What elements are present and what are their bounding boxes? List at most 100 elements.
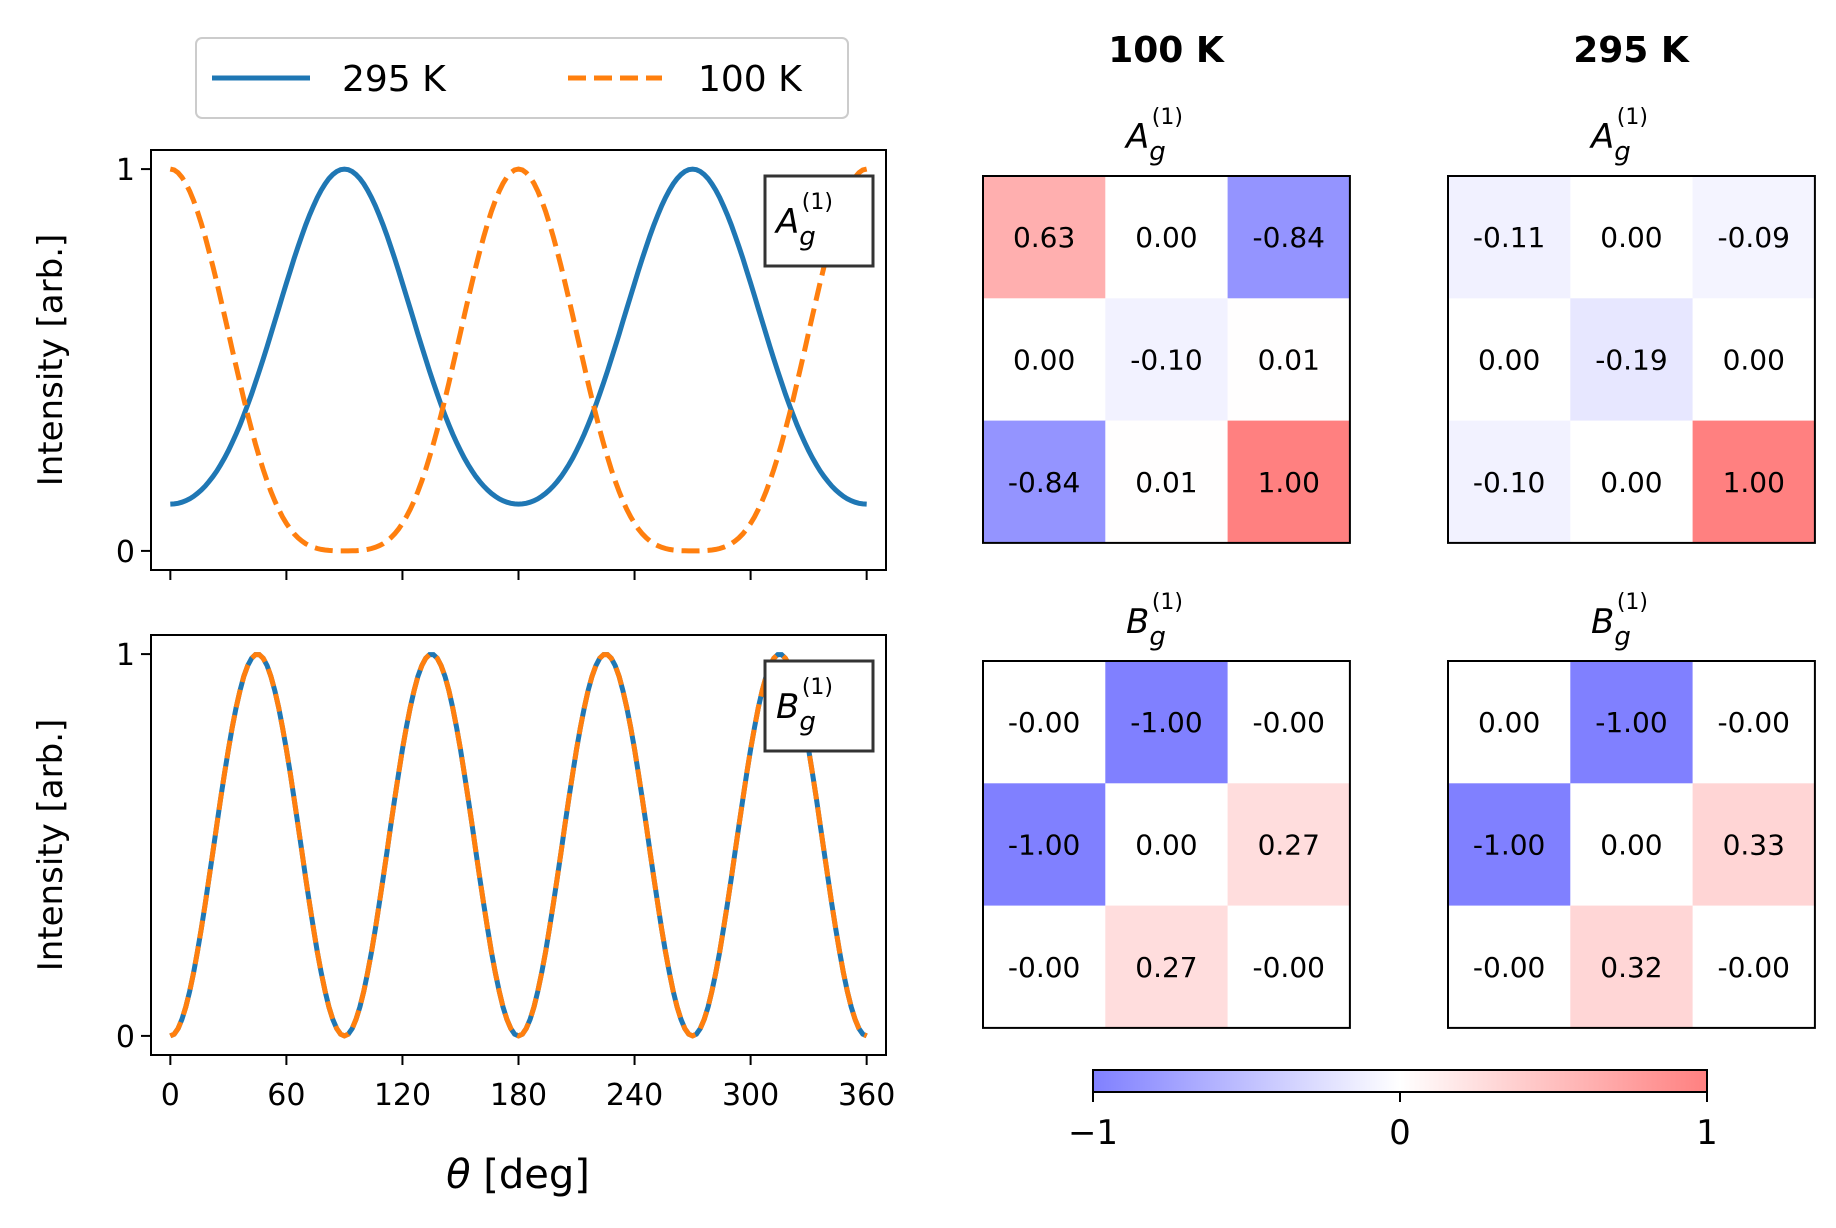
ag-mode-box-frame [763,174,875,268]
bg-polar-mode-box: Bg(1) [763,659,875,753]
ag-mode-box-label: Ag(1) [774,190,833,252]
heatmap-cell [1692,661,1816,784]
ag-polar-xticks [169,570,868,580]
series-line-295k [169,652,868,1039]
ag-polar-ylabel: Intensity [arb.] [31,234,71,487]
series-line-295k [170,166,867,507]
heatmap-cell [1227,176,1351,299]
ag-polar-plot: Intensity [arb.] 01 Ag(1) [31,149,887,580]
bg-295k-heatmap: 0.00 -1.00 -0.00 -1.00 0.00 0.33 -0.00 0.32 -0.0… [1447,660,1816,1029]
heatmap-cell-label: 0.00 [1135,828,1197,861]
heatmap-cell-label: -1.00 [1473,828,1545,861]
bg-polar-xticks: 0 60 120 180 240 300 360 [161,1055,895,1113]
heatmap-cell [983,661,1106,784]
ytick-label: 0 [116,1020,135,1055]
heatmap-cell [1570,420,1694,544]
heatmap-cell [983,298,1106,422]
heatmap-cell-label: -0.00 [1008,951,1080,984]
heatmap-cell [1105,905,1229,1029]
colorbar-label-max: 1 [1696,1113,1718,1153]
bg-100k-title: Bg(1) [1126,590,1183,652]
ag-100k-title: Ag(1) [1124,105,1183,167]
colorbar-label-min: −1 [1068,1113,1118,1153]
ag-polar-yticks: 01 [116,153,151,570]
heatmap-cell-label: -1.00 [1008,828,1080,861]
colorbar: −1 0 1 [1068,1069,1718,1153]
heatmap-cell [1227,905,1351,1029]
heatmap-cell [1105,783,1229,907]
heatmap-cell-label: 1.00 [1258,466,1320,499]
heatmap-cell [983,783,1106,907]
xtick-label: 120 [374,1078,431,1113]
heatmap-cell-label: -1.00 [1595,706,1667,739]
bg-polar-series [169,652,868,1039]
heatmap-cell [1105,420,1229,544]
ag-polar-frame [150,149,887,571]
heatmap-cell-label: 0.00 [1600,466,1662,499]
heatmap-cell [1692,783,1816,907]
heatmap-cell [1448,420,1571,544]
heatmap-cell-label: 0.01 [1258,343,1320,376]
heatmap-cell [1448,783,1571,907]
heatmap-cell-label: -0.11 [1473,221,1545,254]
colorbar-label-zero: 0 [1389,1113,1411,1153]
series-line-100k [169,166,868,554]
bg-polar-ylabel: Intensity [arb.] [31,719,71,972]
heatmap-cell [1692,298,1816,422]
heatmap-cell [1227,298,1351,422]
bg-polar-yticks: 01 [116,638,151,1055]
heatmap-cell [983,176,1106,299]
heatmap-cell-label: -1.00 [1130,706,1202,739]
bg-295k-title: Bg(1) [1591,590,1648,652]
heatmap-cell-label: -0.00 [1718,951,1790,984]
ag-295k-title: Ag(1) [1589,105,1648,167]
heatmap-cell [1227,783,1351,907]
heatmap-frame [1447,175,1816,544]
xtick-label: 300 [722,1078,779,1113]
heatmap-cell [1570,905,1694,1029]
heatmap-frame [1447,660,1816,1029]
xtick-label: 60 [267,1078,305,1113]
bg-mode-box-label: Bg(1) [776,675,833,737]
heatmap-cell-label: -0.84 [1008,466,1080,499]
heatmap-cell-label: 0.63 [1013,221,1075,254]
xtick-label: 0 [161,1078,180,1113]
heatmap-cell [1227,661,1351,784]
heatmap-cell-label: -0.00 [1253,706,1325,739]
heatmap-cell [1570,783,1694,907]
heatmap-frame [982,175,1351,544]
heatmap-cell-label: 0.00 [1013,343,1075,376]
heatmap-cell [1570,298,1694,422]
xtick-label: 360 [838,1078,895,1113]
heatmap-cell-label: 0.33 [1723,828,1785,861]
heatmap-cell-label: 0.00 [1600,221,1662,254]
ag-polar-series [169,166,868,554]
heatmap-cell [1227,420,1351,544]
heatmap-cell-label: 0.00 [1478,706,1540,739]
heatmap-cell-label: 0.00 [1723,343,1785,376]
heatmap-frame [982,660,1351,1029]
heatmap-cell [983,420,1106,544]
heatmap-cell-label: -0.00 [1718,706,1790,739]
colorbar-gradient [1092,1069,1708,1093]
heatmap-cell [1105,298,1229,422]
bg-polar-plot: Intensity [arb.] 01 0 60 120 180 240 300 360 B… [31,634,895,1198]
legend: 295 K 100 K [195,37,849,119]
bg-polar-frame [150,634,887,1056]
heatmap-cell-label: 0.27 [1135,951,1197,984]
heatmap-cell-label: -0.10 [1130,343,1202,376]
heatmap-cell-label: -0.10 [1473,466,1545,499]
heatmap-cell-label: 0.01 [1135,466,1197,499]
heatmap-cell-label: -0.00 [1008,706,1080,739]
heatmap-cell-label: 0.27 [1258,828,1320,861]
heatmap-cell [1570,176,1694,299]
ag-polar-mode-box: Ag(1) [763,174,875,268]
legend-label-100k: 100 K [698,59,803,100]
heatmap-cell-label: -0.00 [1473,951,1545,984]
legend-label-295k: 295 K [342,59,447,100]
heatmap-cell-label: -0.84 [1253,221,1325,254]
heatmap-cell [1448,661,1571,784]
heatmap-cell-label: -0.09 [1718,221,1790,254]
series-line-100k [169,652,868,1039]
heatmap-cell [1448,905,1571,1029]
